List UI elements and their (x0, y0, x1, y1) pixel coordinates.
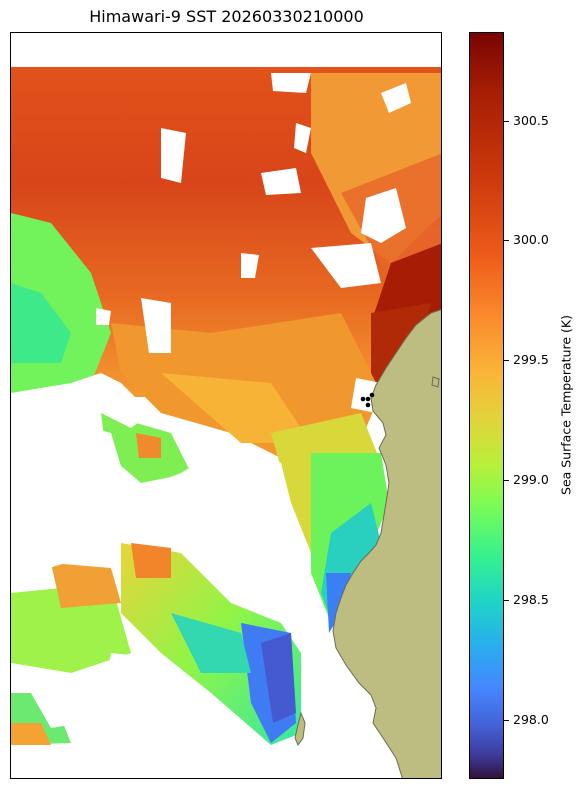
colorbar-tick (504, 720, 509, 721)
station-marker (365, 396, 371, 402)
colorbar-tick-label: 300.0 (513, 232, 549, 247)
land (332, 309, 441, 778)
missing-data (11, 33, 441, 778)
station-marker (365, 402, 371, 408)
sst-map (11, 33, 441, 778)
station-marker (369, 392, 375, 398)
colorbar-tick (504, 600, 509, 601)
colorbar-tick-label: 298.0 (513, 712, 549, 727)
station-markers (360, 392, 375, 408)
map-panel[interactable] (10, 32, 442, 779)
map-title: Himawari-9 SST 20260330210000 (89, 7, 364, 26)
colorbar-tick (504, 121, 509, 122)
coastline-island (294, 711, 306, 747)
sst-field (11, 67, 441, 745)
colorbar-tick (504, 480, 509, 481)
colorbar-tick-label: 300.5 (513, 113, 549, 128)
coastline-islet (431, 376, 440, 388)
colorbar-tick (504, 240, 509, 241)
colorbar-tick-label: 298.5 (513, 592, 549, 607)
colorbar-label: Sea Surface Temperature (K) (558, 315, 574, 495)
colorbar-tick-label: 299.5 (513, 352, 549, 367)
station-marker (360, 396, 366, 402)
colorbar-tick (504, 360, 509, 361)
colorbar-tick-label: 299.0 (513, 472, 549, 487)
colorbar (469, 32, 504, 779)
